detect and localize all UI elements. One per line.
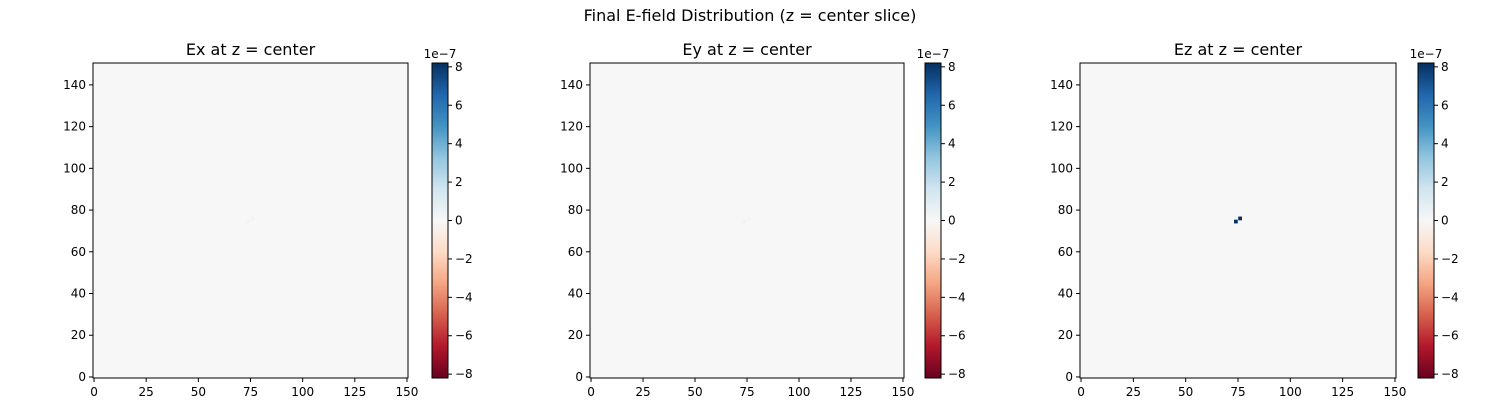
y-tick-label: 40 [568, 287, 583, 301]
heatmap-point-2 [250, 216, 255, 221]
x-tick-label: 25 [635, 385, 650, 399]
x-tick-label: 25 [1126, 385, 1141, 399]
heatmap-point-2 [747, 216, 751, 221]
colorbar-tick-label: −2 [455, 252, 473, 266]
x-tick-label: 25 [139, 385, 154, 399]
heatmap-point-1 [743, 219, 747, 224]
colorbar-tick-label: 2 [455, 175, 463, 189]
colorbar-tick-label: 4 [948, 137, 956, 151]
x-tick-label: 75 [739, 385, 754, 399]
x-tick-label: 125 [343, 385, 366, 399]
colorbar-tick-label: 4 [455, 137, 463, 151]
y-tick-label: 100 [1050, 161, 1073, 175]
colorbar-tick-label: −2 [1441, 252, 1459, 266]
x-tick-label: 100 [788, 385, 811, 399]
colorbar [924, 62, 942, 379]
y-tick-label: 20 [568, 328, 583, 342]
y-tick-label: 120 [1050, 120, 1073, 134]
colorbar-tick-label: 6 [948, 98, 956, 112]
colorbar-tick-label: 8 [948, 60, 956, 74]
y-tick-label: 0 [575, 370, 583, 384]
colorbar-tick-label: −6 [455, 329, 473, 343]
x-tick-label: 50 [191, 385, 206, 399]
colorbar-tick-label: 2 [948, 175, 956, 189]
x-tick-label: 100 [1279, 385, 1302, 399]
x-tick-label: 125 [1331, 385, 1354, 399]
x-tick-label: 125 [840, 385, 863, 399]
y-tick-label: 120 [560, 120, 583, 134]
colorbar-tick-label: −4 [948, 290, 966, 304]
x-tick-label: 0 [1077, 385, 1085, 399]
y-tick-label: 40 [71, 287, 86, 301]
heatmap-point-1 [1234, 219, 1238, 224]
y-tick-label: 60 [568, 245, 583, 259]
subplot-title: Ez at z = center [1174, 40, 1303, 59]
x-tick-label: 150 [892, 385, 915, 399]
subplot-title: Ex at z = center [186, 40, 316, 59]
y-tick-label: 80 [1058, 203, 1073, 217]
y-tick-label: 60 [1058, 245, 1073, 259]
colorbar-tick-label: −6 [948, 329, 966, 343]
colorbar-tick-label: 0 [1441, 214, 1449, 228]
heatmap-point-1 [246, 219, 251, 224]
colorbar-tick-label: −8 [948, 367, 966, 381]
colorbar-offset-label: 1e−7 [424, 47, 457, 61]
y-tick-label: 140 [1050, 78, 1073, 92]
x-tick-label: 75 [243, 385, 258, 399]
y-tick-label: 40 [1058, 287, 1073, 301]
x-tick-label: 0 [587, 385, 595, 399]
y-tick-label: 140 [63, 78, 86, 92]
heatmap-background [93, 63, 408, 378]
colorbar-tick-label: −8 [455, 367, 473, 381]
x-tick-label: 50 [1178, 385, 1193, 399]
colorbar-tick-label: −4 [455, 290, 473, 304]
y-tick-label: 20 [1058, 328, 1073, 342]
heatmap-background [590, 63, 904, 378]
colorbar-tick-label: 0 [455, 214, 463, 228]
x-tick-label: 150 [1384, 385, 1407, 399]
colorbar-tick-label: 4 [1441, 137, 1449, 151]
colorbar-tick-label: −2 [948, 252, 966, 266]
colorbar [1417, 62, 1435, 379]
heatmap-point-2 [1238, 216, 1242, 221]
x-tick-label: 75 [1230, 385, 1245, 399]
colorbar [431, 62, 449, 379]
colorbar-tick-label: −6 [1441, 329, 1459, 343]
x-tick-label: 50 [687, 385, 702, 399]
colorbar-tick-label: 8 [1441, 60, 1449, 74]
y-tick-label: 0 [78, 370, 86, 384]
colorbar-tick-label: 6 [1441, 98, 1449, 112]
y-tick-label: 120 [63, 120, 86, 134]
y-tick-label: 100 [560, 161, 583, 175]
y-tick-label: 20 [71, 328, 86, 342]
colorbar-tick-label: 8 [455, 60, 463, 74]
colorbar-offset-label: 1e−7 [1410, 47, 1443, 61]
heatmap-background [1080, 63, 1396, 378]
subplot-title: Ey at z = center [682, 40, 812, 59]
y-tick-label: 80 [568, 203, 583, 217]
y-tick-label: 80 [71, 203, 86, 217]
x-tick-label: 150 [396, 385, 419, 399]
colorbar-tick-label: −8 [1441, 367, 1459, 381]
y-tick-label: 100 [63, 161, 86, 175]
colorbar-tick-label: 2 [1441, 175, 1449, 189]
colorbar-tick-label: −4 [1441, 290, 1459, 304]
x-tick-label: 100 [291, 385, 314, 399]
y-tick-label: 0 [1065, 370, 1073, 384]
colorbar-tick-label: 6 [455, 98, 463, 112]
x-tick-label: 0 [90, 385, 98, 399]
figure-suptitle: Final E-field Distribution (z = center s… [583, 6, 917, 25]
y-tick-label: 60 [71, 245, 86, 259]
colorbar-tick-label: 0 [948, 214, 956, 228]
y-tick-label: 140 [560, 78, 583, 92]
colorbar-offset-label: 1e−7 [917, 47, 950, 61]
